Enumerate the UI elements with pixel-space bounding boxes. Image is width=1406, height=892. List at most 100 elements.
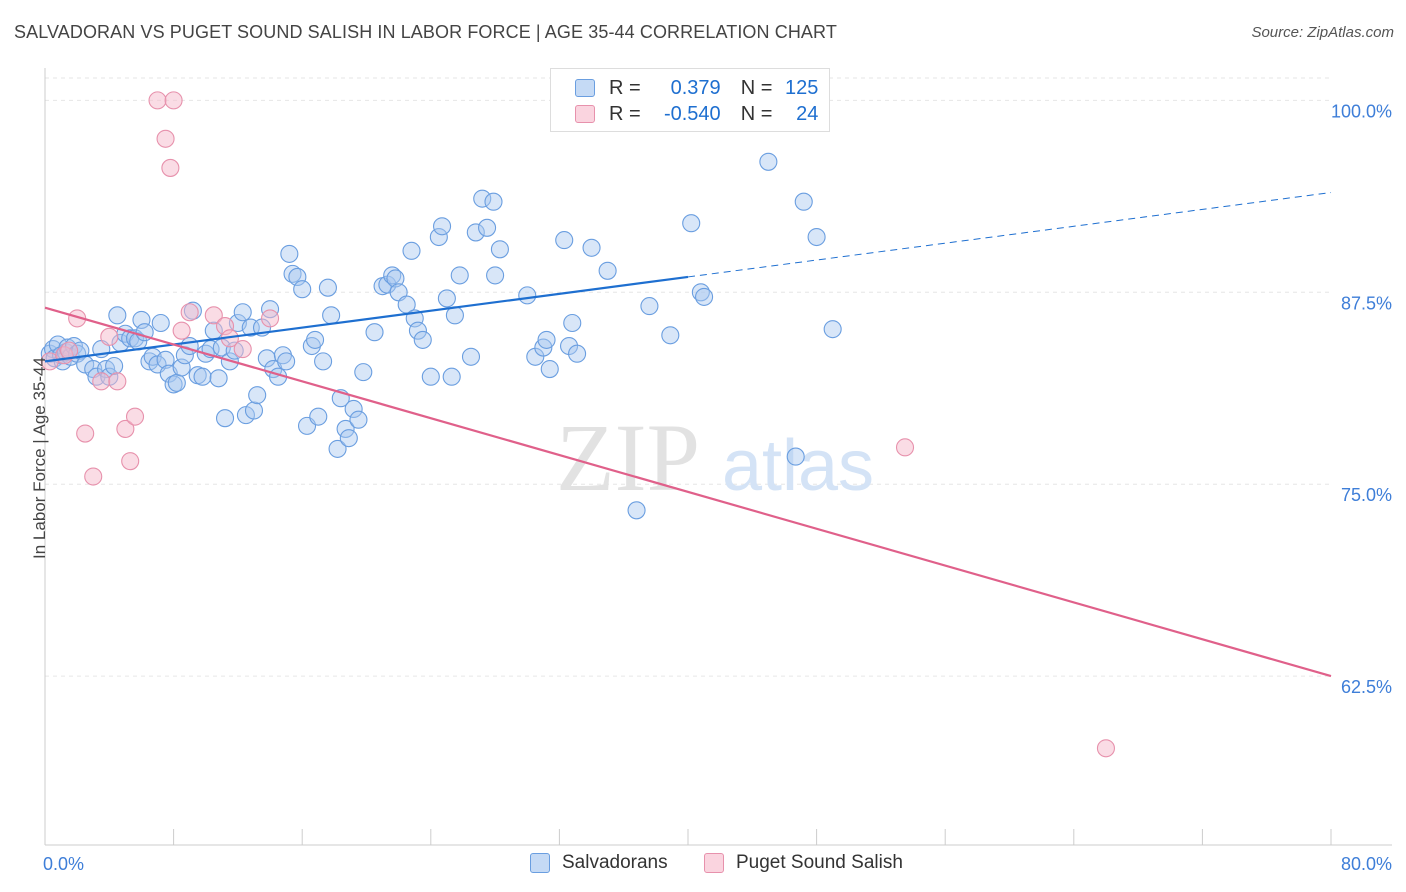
salvadoran-point [759,152,778,171]
y-axis-label: In Labor Force | Age 35-44 [30,357,49,559]
puget-sound-salish-point [260,309,280,328]
salvadoran-point [627,501,646,520]
salvadoran-point [442,367,461,386]
salvadoran-point [108,306,127,325]
tick-labels: 62.5% 75.0% 87.5% 100.0% 0.0% 80.0% [43,101,1392,874]
salvadoran-point [156,350,175,369]
salvadoran-point [344,399,363,419]
y-tick-label: 100.0% [1331,101,1392,121]
series-label: Puget Sound Salish [736,852,903,873]
legend-swatch-pink [575,105,595,123]
salvadoran-point [180,336,199,356]
salvadoran-point [695,287,714,306]
series-legend-puget-sound-salish: Puget Sound Salish [704,852,903,874]
salvadoran-point [807,227,826,247]
puget-sound-salish-point [1096,739,1115,758]
y-tick-label: 62.5% [1341,677,1392,697]
salvadoran-point [486,266,505,285]
salvadorans-trend-line [44,275,689,363]
series-label: Salvadorans [562,852,668,873]
series-swatch-pink [704,853,724,873]
salvadoran-point [478,218,497,237]
watermark: ZIP atlas [556,404,874,511]
puget-sound-salish-point [100,327,119,346]
y-tick-label: 75.0% [1341,485,1392,505]
salvadoran-point [823,320,842,339]
salvadoran-point [582,238,601,257]
trend-lines [44,192,1332,678]
legend-n-value: 125 [785,76,819,99]
salvadoran-point [568,344,587,363]
salvadoran-point [309,407,328,426]
salvadoran-point [682,214,701,233]
salvadoran-point [293,280,312,299]
salvadoran-point [386,269,405,288]
watermark-zip: ZIP [556,404,700,511]
salvadoran-point [105,356,124,376]
puget-sound-salish-point [121,452,140,471]
salvadoran-point [365,323,384,342]
puget-sound-salish-point [180,303,199,322]
salvadoran-point [402,241,421,260]
legend-r-value: 0.379 [670,76,721,99]
salvadoran-point [322,306,341,325]
watermark-atlas: atlas [722,426,874,506]
puget-sound-salish-point [125,407,145,426]
y-tick-label: 87.5% [1341,293,1392,313]
salvadoran-point [413,330,432,349]
salvadoran-point [518,286,537,305]
salvadoran-point [473,189,492,208]
salvadoran-point [215,409,235,428]
gridlines [45,77,1331,677]
legend-r-label: R = [609,102,641,125]
salvadoran-point [450,266,469,285]
salvadoran-point [349,410,368,429]
salvadoran-point [484,192,503,211]
puget-sound-salish-point [895,438,915,457]
salvadoran-point [306,330,325,349]
salvadoran-point [280,244,299,263]
puget-sound-salish-point [116,419,135,438]
salvadoran-point [151,313,170,333]
salvadorans-points [40,152,842,520]
salvadoran-point [383,266,402,285]
salvadoran-point [461,347,481,366]
puget-sound-salish-trend-line [44,306,1332,678]
salvadoran-point [794,192,813,211]
salvadoran-point [233,303,252,322]
puget-sound-salish-point [164,91,183,110]
legend-r-value: -0.540 [663,102,721,125]
legend-n-value: 24 [796,102,819,125]
puget-sound-salish-points [40,91,1115,758]
legend-r-label: R = [609,76,641,99]
salvadoran-point [244,401,264,420]
salvadoran-point [490,240,509,259]
series-legend-salvadorans: Salvadorans [530,852,668,874]
legend-row-puget-sound-salish: R = -0.540 N = 24 [575,101,818,127]
x-tick-label: 0.0% [43,854,84,874]
x-tick-label: 80.0% [1341,854,1392,874]
salvadoran-point [429,227,448,247]
puget-sound-salish-point [156,129,175,148]
salvadoran-point [555,231,574,250]
salvadoran-point [167,373,186,392]
series-swatch-blue [530,853,550,873]
puget-sound-salish-point [108,372,127,391]
axes [44,68,1392,846]
salvadoran-point [318,278,337,297]
salvadoran-point [640,297,659,316]
salvadoran-point [209,369,228,388]
puget-sound-salish-point [148,91,167,110]
salvadoran-point [354,363,373,382]
salvadoran-point [540,360,559,379]
salvadoran-point [408,321,427,340]
salvadoran-point [339,429,358,448]
salvadoran-point [328,439,347,458]
puget-sound-salish-point [233,340,252,359]
legend-swatch-blue [575,79,595,97]
salvadoran-point [661,326,680,345]
stats-legend: R = 0.379 N = 125 R = -0.540 N = 24 [550,68,830,132]
salvadoran-point [537,330,556,349]
puget-sound-salish-point [204,306,223,325]
